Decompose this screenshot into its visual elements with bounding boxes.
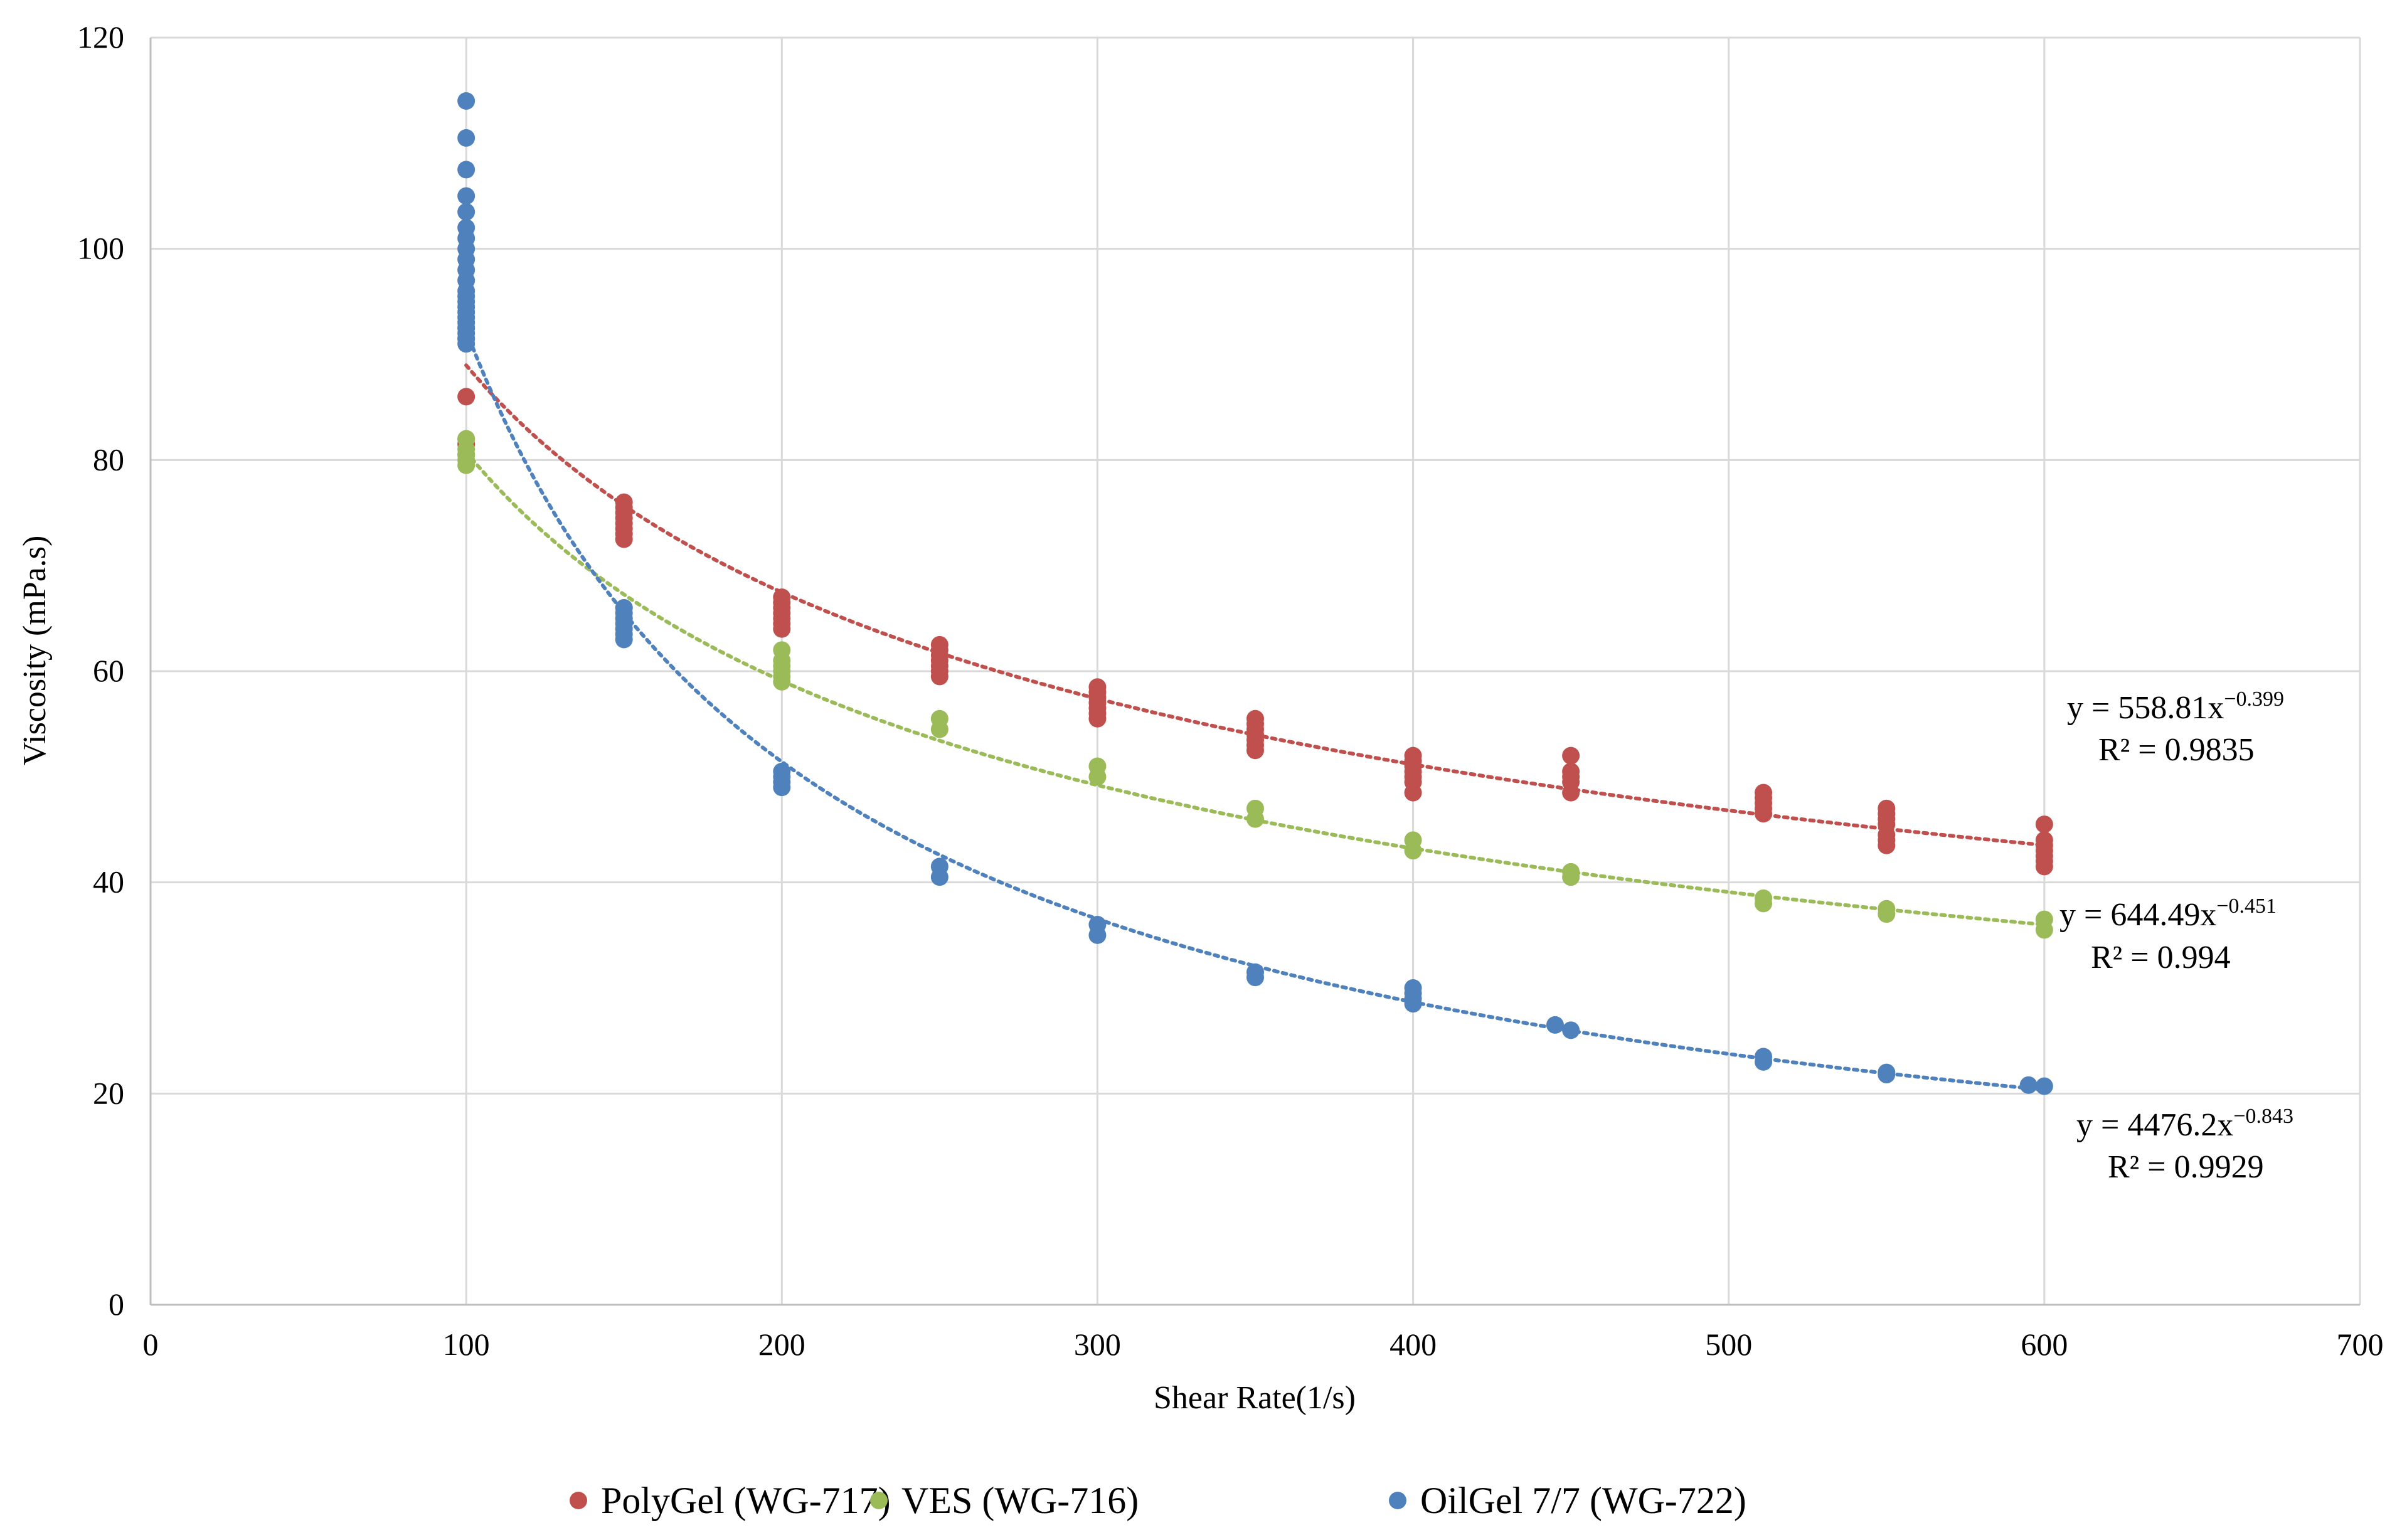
data-point	[1878, 1066, 1896, 1084]
data-point	[1404, 995, 1422, 1013]
equation-exponent: −0.843	[2233, 1105, 2293, 1128]
equation-exponent: −0.451	[2216, 895, 2277, 918]
trendline	[464, 363, 2046, 847]
legend-label: PolyGel (WG-717)	[601, 1480, 891, 1521]
series-points	[457, 92, 2053, 1095]
legend-item[interactable]: VES (WG-716)	[870, 1480, 1139, 1521]
legend-marker	[1389, 1492, 1406, 1509]
data-point	[2035, 858, 2053, 876]
x-tick-label: 0	[143, 1327, 159, 1362]
data-point	[2035, 815, 2053, 834]
data-point	[1088, 768, 1107, 786]
x-tick-label: 300	[1074, 1327, 1121, 1362]
trendline-r-squared: R² = 0.9929	[2108, 1149, 2264, 1185]
y-tick-label: 40	[93, 864, 124, 900]
data-point	[1878, 836, 1896, 854]
trendline	[464, 450, 2046, 927]
x-tick-label: 400	[1389, 1327, 1437, 1362]
data-point	[773, 620, 791, 638]
y-tick-label: 60	[93, 653, 124, 688]
legend-label: VES (WG-716)	[901, 1480, 1139, 1521]
x-tick-labels: 0 100 200 300 400 500 600 700	[143, 1327, 2384, 1362]
data-point	[457, 456, 476, 474]
data-point	[615, 530, 633, 548]
axes	[149, 38, 2360, 1306]
data-point	[457, 388, 476, 406]
legend-label: OilGel 7/7 (WG-722)	[1420, 1480, 1746, 1521]
equation-base: y = 4476.2x	[2076, 1107, 2233, 1143]
data-point	[1562, 868, 1580, 886]
data-point	[1562, 746, 1580, 765]
trendline-equation: y = 644.49x−0.451	[2059, 895, 2277, 933]
legend-marker	[870, 1492, 888, 1509]
x-tick-label: 100	[443, 1327, 490, 1362]
data-point	[457, 92, 476, 110]
data-point	[1755, 895, 1773, 913]
data-point	[1755, 805, 1773, 823]
x-tick-label: 700	[2337, 1327, 2384, 1362]
data-point	[1246, 741, 1264, 760]
data-point	[1404, 842, 1422, 860]
data-point	[2035, 921, 2053, 939]
data-point	[1088, 709, 1107, 728]
data-points	[457, 92, 2053, 1095]
legend-marker	[570, 1492, 587, 1509]
data-point	[1562, 1021, 1580, 1039]
data-point	[457, 335, 476, 353]
equation-base: y = 558.81x	[2067, 690, 2224, 726]
data-point	[1088, 926, 1107, 944]
legend[interactable]: PolyGel (WG-717) VES (WG-716) OilGel 7/7 (…	[570, 1480, 1746, 1521]
x-tick-label: 600	[2021, 1327, 2068, 1362]
data-point	[1246, 810, 1264, 828]
data-point	[2019, 1076, 2038, 1094]
data-point	[930, 667, 948, 686]
equation-exponent: −0.399	[2224, 688, 2284, 711]
data-point	[457, 129, 476, 147]
trendline-r-squared: R² = 0.9835	[2098, 732, 2255, 768]
trendline-equation: y = 4476.2x−0.843	[2076, 1105, 2293, 1143]
equation-base: y = 644.49x	[2059, 897, 2216, 933]
series-points	[457, 430, 2053, 939]
data-point	[930, 868, 948, 886]
legend-item[interactable]: OilGel 7/7 (WG-722)	[1389, 1480, 1746, 1521]
data-point	[457, 161, 476, 179]
gridlines	[151, 36, 2361, 1305]
y-tick-label: 80	[93, 442, 124, 477]
data-point	[1755, 1053, 1773, 1071]
trendline-r-squared: R² = 0.994	[2091, 940, 2231, 975]
legend-item[interactable]: PolyGel (WG-717)	[570, 1480, 891, 1521]
data-point	[773, 672, 791, 691]
data-point	[930, 720, 948, 738]
data-point	[457, 187, 476, 205]
x-tick-label: 500	[1705, 1327, 1752, 1362]
x-axis-title: Shear Rate(1/s)	[1154, 1380, 1356, 1416]
data-point	[1404, 783, 1422, 802]
y-tick-label: 120	[77, 19, 124, 55]
data-point	[1546, 1016, 1564, 1034]
series-points	[457, 319, 2053, 876]
data-point	[773, 778, 791, 797]
x-tick-label: 200	[758, 1327, 805, 1362]
trendline-equation: y = 558.81x−0.399	[2067, 688, 2284, 726]
y-tick-label: 0	[109, 1287, 124, 1322]
data-point	[457, 203, 476, 221]
data-point	[1878, 905, 1896, 923]
data-point	[1246, 969, 1264, 987]
y-tick-labels: 0 20 40 60 80 100 120	[77, 19, 124, 1322]
data-point	[2035, 1077, 2053, 1095]
data-point	[1562, 783, 1580, 802]
data-point	[615, 630, 633, 649]
y-tick-label: 20	[93, 1075, 124, 1110]
y-axis-title: Viscosity (mPa.s)	[17, 536, 53, 766]
y-tick-label: 100	[77, 231, 124, 266]
